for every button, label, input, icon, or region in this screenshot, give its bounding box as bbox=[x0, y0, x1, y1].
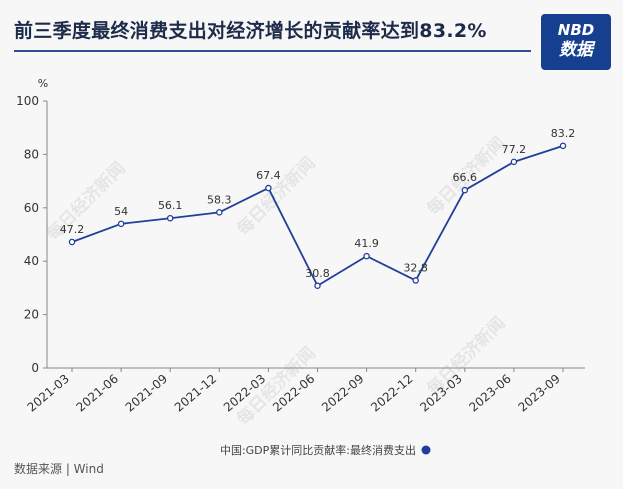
data-label: 30.8 bbox=[305, 267, 330, 280]
y-axis-unit: % bbox=[38, 77, 48, 90]
data-label: 54 bbox=[114, 205, 128, 218]
title-rule bbox=[14, 50, 531, 52]
x-tick-label: 2021-12 bbox=[172, 372, 219, 415]
data-point bbox=[363, 252, 370, 260]
data-label: 77.2 bbox=[502, 143, 527, 156]
y-tick-label: 0 bbox=[31, 361, 39, 375]
data-label: 83.2 bbox=[551, 127, 576, 140]
data-label: 47.2 bbox=[60, 223, 85, 236]
data-point bbox=[461, 186, 469, 194]
data-label: 67.4 bbox=[256, 169, 281, 182]
data-point bbox=[314, 282, 321, 290]
legend-label: 中国:GDP累计同比贡献率:最终消费支出 bbox=[220, 443, 416, 457]
data-label: 32.8 bbox=[403, 261, 428, 274]
logo-text-nbd: NBD bbox=[557, 21, 595, 39]
x-tick-label: 2021-09 bbox=[123, 372, 170, 415]
legend-marker bbox=[421, 445, 431, 455]
x-tick-label: 2021-03 bbox=[25, 372, 72, 415]
y-tick-label: 20 bbox=[24, 308, 39, 322]
data-label: 58.3 bbox=[207, 193, 232, 206]
y-tick-label: 60 bbox=[24, 201, 39, 215]
y-tick-label: 100 bbox=[16, 94, 39, 108]
data-point bbox=[265, 184, 272, 192]
data-point bbox=[117, 220, 125, 228]
data-point bbox=[166, 214, 174, 222]
y-tick-label: 40 bbox=[24, 254, 39, 268]
watermark-text: 每日经济新闻 bbox=[43, 158, 130, 245]
chart-title: 前三季度最终消费支出对经济增长的贡献率达到83.2% bbox=[14, 20, 487, 42]
x-tick-label: 2023-06 bbox=[466, 372, 513, 415]
logo-text-data: 数据 bbox=[559, 40, 593, 60]
x-tick-label: 2023-09 bbox=[516, 372, 563, 415]
data-label: 66.6 bbox=[453, 171, 478, 184]
nbd-logo: NBD 数据 bbox=[541, 14, 611, 70]
data-point bbox=[559, 142, 567, 150]
data-point bbox=[412, 277, 419, 284]
x-tick-label: 2022-12 bbox=[368, 372, 415, 415]
watermark-text: 每日经济新闻 bbox=[233, 153, 320, 240]
x-tick-label: 2021-06 bbox=[74, 372, 121, 415]
data-label: 56.1 bbox=[158, 199, 183, 212]
y-tick-label: 80 bbox=[24, 147, 39, 161]
data-point bbox=[510, 158, 518, 166]
data-label: 41.9 bbox=[354, 237, 379, 250]
data-point bbox=[216, 209, 223, 216]
x-tick-label: 2022-09 bbox=[319, 372, 366, 415]
data-point bbox=[68, 238, 76, 246]
data-source: 数据来源 | Wind bbox=[14, 462, 104, 476]
